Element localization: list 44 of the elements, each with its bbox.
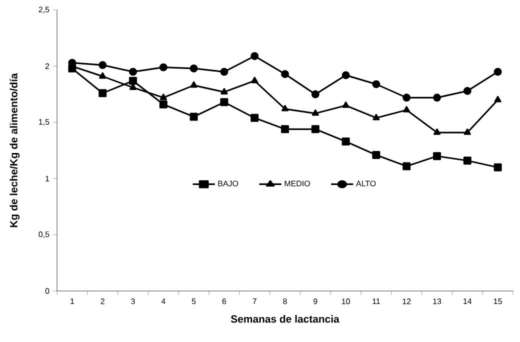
point <box>190 81 198 88</box>
point <box>281 70 289 78</box>
point <box>250 52 259 60</box>
point <box>402 94 411 102</box>
point <box>98 61 107 70</box>
point <box>129 68 137 76</box>
point <box>433 152 441 160</box>
point <box>372 80 380 88</box>
point <box>281 104 289 112</box>
x-axis-title: Semanas de lactancia <box>230 315 340 323</box>
point <box>220 88 228 94</box>
point <box>220 68 228 76</box>
point <box>190 112 198 121</box>
point <box>372 151 380 159</box>
point <box>494 163 502 172</box>
point <box>494 96 502 102</box>
point <box>433 94 441 102</box>
y-axis-title: Kg de leche/Kg de alimento/día <box>10 73 20 228</box>
point <box>281 125 289 134</box>
point <box>463 86 472 95</box>
point <box>129 76 137 85</box>
point <box>98 89 107 98</box>
point <box>372 114 380 120</box>
point <box>129 84 137 90</box>
point <box>99 72 106 79</box>
point <box>342 102 350 108</box>
point <box>403 106 410 112</box>
point <box>159 63 168 72</box>
point <box>342 71 350 80</box>
point <box>312 109 319 116</box>
point <box>311 90 320 98</box>
point <box>463 156 472 165</box>
point <box>160 94 167 100</box>
point <box>494 68 502 76</box>
point <box>402 162 411 170</box>
point <box>433 128 441 135</box>
point <box>190 64 198 72</box>
point <box>464 128 471 135</box>
point <box>311 125 320 134</box>
point <box>220 98 228 106</box>
point <box>251 76 258 84</box>
point <box>342 138 350 146</box>
point <box>250 114 259 122</box>
point <box>159 100 168 108</box>
